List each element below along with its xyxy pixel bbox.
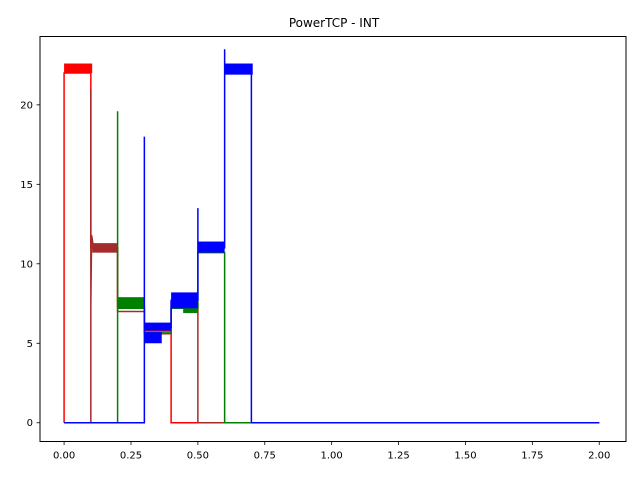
series-3-band-0	[144, 322, 172, 331]
x-tick-label: 1.50	[454, 451, 476, 462]
series-0-band-0	[64, 63, 93, 74]
x-tick-label: 1.00	[321, 451, 343, 462]
y-tick-label: 20	[20, 100, 33, 111]
chart-title: PowerTCP - INT	[289, 16, 380, 30]
plot-frame	[39, 36, 627, 442]
x-tick-label: 0.75	[254, 451, 276, 462]
series-3-band-1	[144, 332, 162, 344]
series-2-band-0	[117, 297, 145, 309]
series-3-band-4	[224, 63, 253, 75]
series-3-line	[64, 49, 600, 424]
series-3	[64, 49, 600, 424]
y-tick-label: 10	[20, 259, 33, 270]
x-tick-label: 1.75	[521, 451, 543, 462]
series-3-band-3	[197, 241, 225, 253]
x-tick-label: 1.25	[387, 451, 409, 462]
x-tick-label: 0.25	[120, 451, 142, 462]
x-tick-label: 0.00	[53, 451, 75, 462]
x-tick-label: 0.50	[187, 451, 209, 462]
series-2-line	[64, 111, 600, 424]
x-tick-label: 2.00	[588, 451, 610, 462]
y-tick-label: 0	[27, 418, 33, 429]
y-tick-label: 5	[27, 339, 33, 350]
y-tick-label: 15	[20, 180, 33, 191]
